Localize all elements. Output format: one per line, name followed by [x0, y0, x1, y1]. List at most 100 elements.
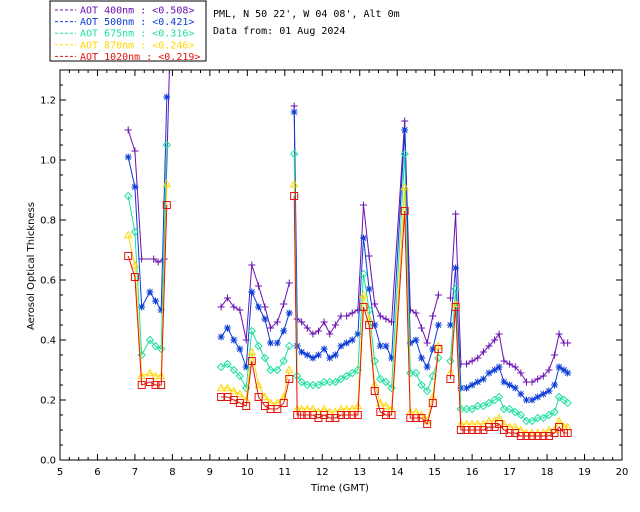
- data-point-diamond: [417, 380, 426, 390]
- data-point-plus: [223, 294, 231, 302]
- data-point-plus: [511, 363, 519, 371]
- data-point-square: [217, 393, 226, 401]
- data-point-diamond: [229, 365, 239, 375]
- data-point-square: [162, 201, 171, 209]
- data-point-diamond: [247, 326, 257, 336]
- data-point-star: [412, 336, 420, 344]
- data-point-star: [124, 153, 132, 161]
- data-point-square: [555, 423, 564, 431]
- data-point-plus: [539, 372, 547, 380]
- data-point-diamond: [539, 413, 548, 423]
- data-point-plus: [165, 70, 173, 74]
- data-point-plus: [320, 318, 328, 326]
- data-point-square: [157, 381, 166, 389]
- series-5: [124, 192, 572, 440]
- data-point-plus: [474, 354, 482, 362]
- data-point-square: [325, 414, 334, 422]
- data-point-diamond: [297, 377, 306, 387]
- data-point-square: [484, 423, 493, 431]
- data-point-square: [411, 414, 420, 422]
- data-point-square: [505, 429, 514, 437]
- x-tick-label: 19: [578, 467, 591, 478]
- data-point-star: [337, 342, 345, 350]
- data-point-diamond: [550, 407, 559, 417]
- data-point-plus: [348, 309, 356, 317]
- data-point-square: [417, 414, 426, 422]
- series-line: [127, 144, 168, 357]
- data-point-square: [468, 426, 477, 434]
- data-point-star: [326, 354, 334, 362]
- data-point-star: [255, 303, 263, 311]
- data-point-plus: [485, 342, 493, 350]
- data-point-plus: [285, 279, 293, 287]
- data-point-star: [457, 384, 465, 392]
- data-point-square: [423, 420, 432, 428]
- x-tick-label: 16: [466, 467, 479, 478]
- data-point-plus: [418, 324, 426, 332]
- data-point-star: [564, 369, 572, 377]
- x-tick-label: 15: [428, 467, 441, 478]
- data-point-star: [371, 321, 379, 329]
- data-point-plus: [545, 366, 553, 374]
- data-point-star: [236, 345, 244, 353]
- data-point-diamond: [223, 359, 232, 369]
- data-point-star: [522, 396, 530, 404]
- data-point-star: [491, 366, 499, 374]
- data-point-square: [130, 273, 139, 281]
- x-axis-title: Time (GMT): [310, 483, 369, 494]
- data-point-diamond: [145, 335, 155, 345]
- data-point-square: [381, 411, 390, 419]
- data-point-diamond: [235, 371, 245, 381]
- data-point-plus: [555, 330, 563, 338]
- data-point-triangle: [229, 386, 239, 395]
- data-point-plus: [517, 369, 525, 377]
- data-point-diamond: [462, 404, 471, 414]
- data-point-star: [528, 396, 536, 404]
- series-line: [220, 264, 290, 341]
- x-tick-label: 7: [132, 467, 138, 478]
- data-point-star: [418, 354, 426, 362]
- data-point-plus: [236, 306, 244, 314]
- data-point-star: [267, 339, 275, 347]
- x-tick-label: 17: [503, 467, 516, 478]
- data-point-star: [534, 393, 542, 401]
- data-point-plus: [359, 201, 367, 209]
- data-point-square: [297, 411, 306, 419]
- data-point-diamond: [348, 368, 357, 378]
- data-point-plus: [401, 117, 409, 125]
- data-point-plus: [365, 252, 373, 260]
- data-point-plus: [267, 324, 275, 332]
- legend-entry: AOT 675nm : <0.316>: [80, 29, 194, 40]
- x-tick-label: 8: [169, 467, 175, 478]
- data-point-square: [247, 357, 256, 365]
- data-point-square: [353, 411, 362, 419]
- data-point-plus: [131, 147, 139, 155]
- data-point-square: [434, 345, 443, 353]
- data-point-star: [138, 303, 146, 311]
- series-line: [127, 204, 168, 386]
- data-point-diamond: [387, 383, 396, 393]
- data-point-diamond: [400, 149, 409, 159]
- legend-entry: AOT 1020nm : <0.219>: [80, 52, 200, 63]
- data-point-diamond: [342, 371, 351, 381]
- data-point-diamond: [411, 368, 421, 378]
- data-point-square: [550, 429, 559, 437]
- data-point-diamond: [216, 362, 226, 372]
- data-point-diamond: [376, 374, 385, 384]
- data-point-plus: [429, 312, 437, 320]
- data-point-square: [533, 432, 542, 440]
- data-point-square: [539, 432, 548, 440]
- data-point-diamond: [151, 341, 160, 351]
- data-point-plus: [230, 303, 238, 311]
- data-point-plus: [343, 312, 351, 320]
- data-point-square: [279, 399, 288, 407]
- y-tick-label: 1.0: [40, 156, 56, 167]
- x-tick-label: 9: [207, 467, 213, 478]
- data-point-triangle: [151, 371, 160, 380]
- data-point-diamond: [319, 377, 329, 387]
- data-point-diamond: [303, 380, 312, 390]
- data-point-triangle: [247, 347, 257, 356]
- data-point-star: [463, 384, 471, 392]
- data-point-plus: [273, 318, 281, 326]
